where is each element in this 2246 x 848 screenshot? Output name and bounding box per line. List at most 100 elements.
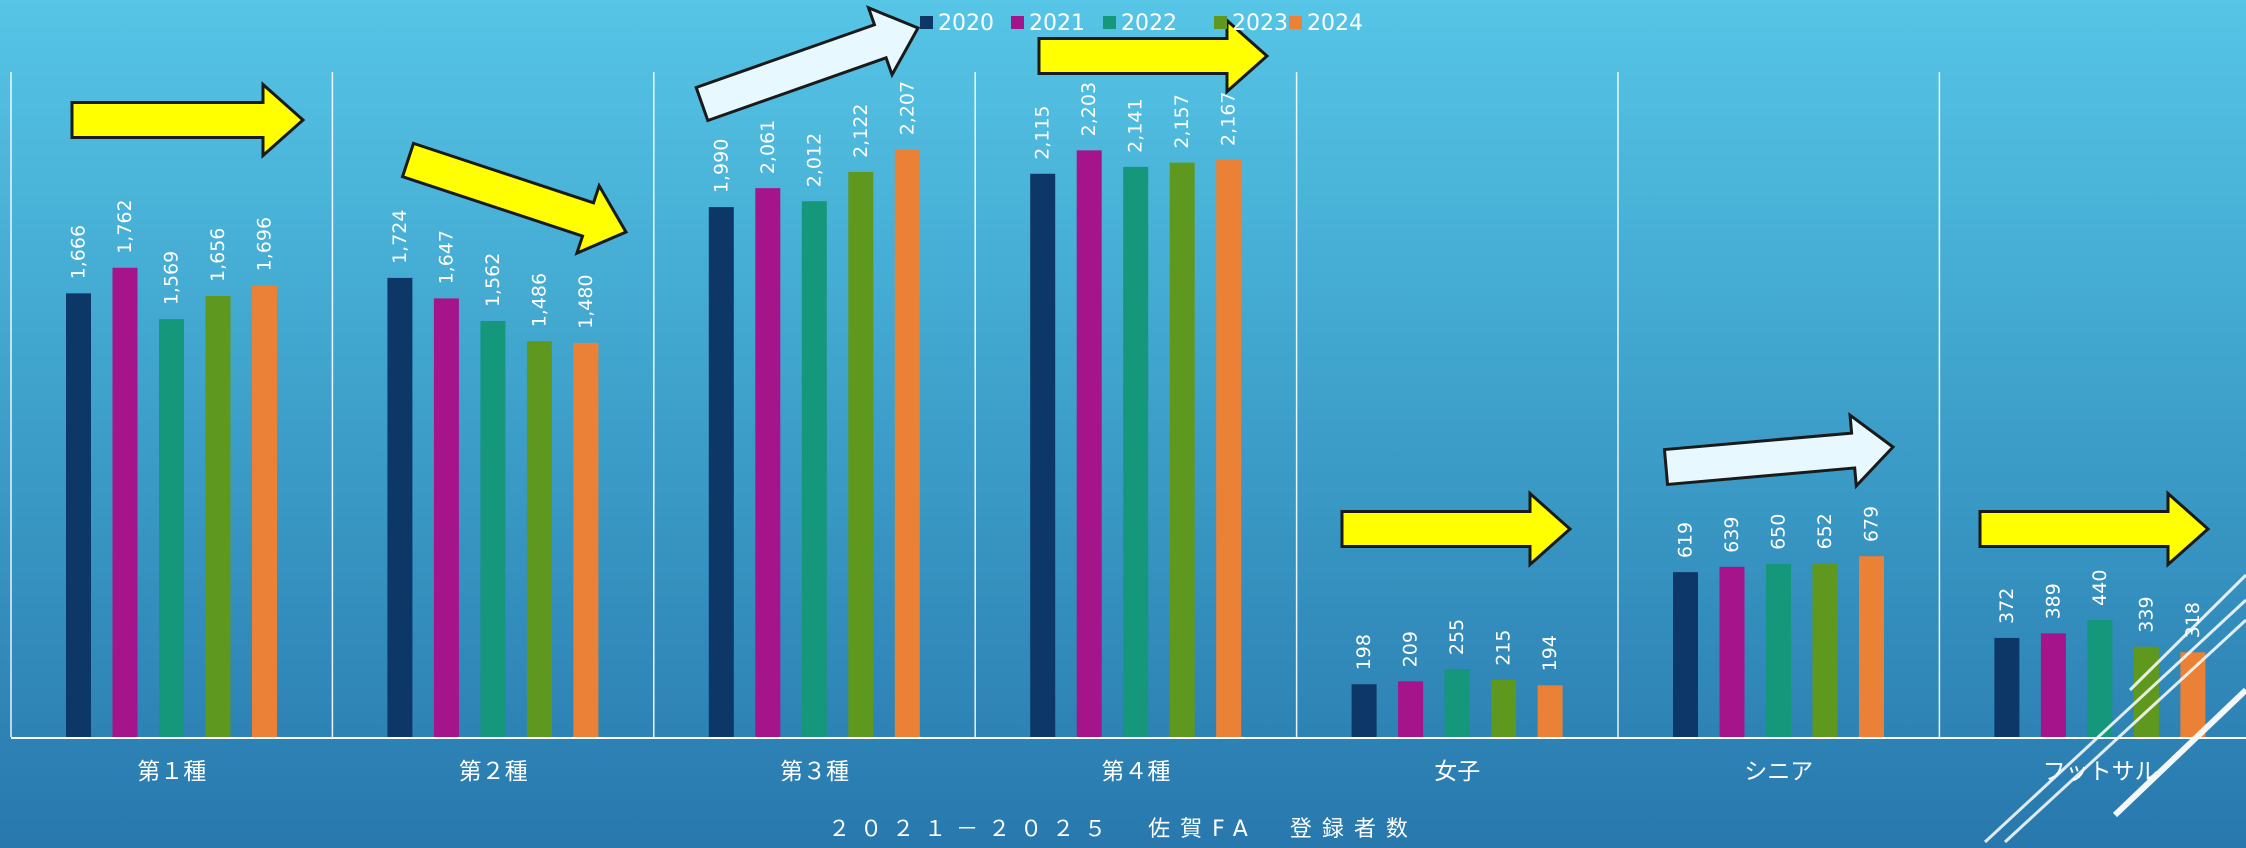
bar-2021 xyxy=(1076,150,1102,738)
bar-2020 xyxy=(66,293,91,737)
bar-2020 xyxy=(1994,637,2020,737)
value-label: 1,666 xyxy=(68,225,90,279)
bar-2021 xyxy=(433,298,459,737)
trend-arrow-up xyxy=(694,5,921,123)
bar-2021 xyxy=(2040,633,2066,737)
legend-swatch-2024 xyxy=(1289,16,1302,29)
legend-label-2022: 2022 xyxy=(1121,11,1177,36)
category-label: シニア xyxy=(1744,759,1813,785)
value-label: 2,157 xyxy=(1171,94,1193,148)
category-label: 女子 xyxy=(1434,759,1480,785)
bar-2023 xyxy=(205,296,231,737)
value-label: 209 xyxy=(1400,631,1422,667)
bar-2022 xyxy=(2087,619,2113,737)
legend-swatch-2023 xyxy=(1214,16,1227,29)
bar-2022 xyxy=(801,201,827,737)
trend-arrow-up xyxy=(1662,411,1896,490)
trend-arrow-down xyxy=(400,141,629,256)
value-label: 1,486 xyxy=(528,273,550,327)
trend-arrows xyxy=(70,5,2211,568)
category-label: 第１種 xyxy=(137,759,206,785)
value-label: 1,656 xyxy=(207,228,229,282)
bar-2020 xyxy=(708,207,734,738)
bar-2024 xyxy=(1216,159,1242,737)
bar-2024 xyxy=(573,342,599,737)
bar-2024 xyxy=(1859,556,1884,737)
bar-2023 xyxy=(848,171,874,738)
value-label: 2,141 xyxy=(1125,98,1147,152)
legend-label-2023: 2023 xyxy=(1232,11,1288,36)
category-labels: 第１種 第２種 第３種 第４種 女子 シニア フットサル xyxy=(137,759,2157,785)
value-label: 639 xyxy=(1721,517,1743,553)
legend-swatch-2021 xyxy=(1011,16,1024,29)
bar-2022 xyxy=(480,321,506,737)
value-label: 652 xyxy=(1814,513,1836,549)
value-label: 389 xyxy=(2042,583,2064,619)
value-label: 440 xyxy=(2089,570,2111,606)
value-label: 1,762 xyxy=(114,199,136,253)
grid-lines xyxy=(10,72,2246,739)
value-label: 215 xyxy=(1493,629,1515,665)
trend-arrow-flat xyxy=(1340,490,1573,568)
value-label: 1,990 xyxy=(710,139,732,193)
value-label: 1,480 xyxy=(575,274,597,328)
bar-2021 xyxy=(1398,681,1424,737)
bar-2024 xyxy=(2180,652,2206,737)
value-label: 1,696 xyxy=(254,217,276,271)
value-label: 339 xyxy=(2135,596,2157,632)
value-label: 2,207 xyxy=(896,81,918,135)
category-label: 第４種 xyxy=(1101,759,1170,785)
value-label: 2,012 xyxy=(803,133,825,187)
bar-2022 xyxy=(1444,669,1470,737)
bar-2021 xyxy=(112,267,138,737)
bar-2023 xyxy=(1812,563,1838,737)
value-label: 372 xyxy=(1996,588,2018,624)
trend-arrow-flat xyxy=(1037,17,1270,95)
bar-2024 xyxy=(1537,685,1563,737)
value-label: 318 xyxy=(2182,602,2204,638)
bar-2020 xyxy=(1351,684,1377,737)
bar-2021 xyxy=(1719,566,1745,737)
value-label: 2,115 xyxy=(1032,105,1054,159)
legend-label-2020: 2020 xyxy=(938,11,994,36)
category-label: 第３種 xyxy=(780,759,849,785)
value-label: 2,061 xyxy=(757,120,779,174)
value-label: 679 xyxy=(1861,506,1883,542)
value-label: 2,167 xyxy=(1218,92,1240,146)
value-label: 194 xyxy=(1539,635,1561,671)
bar-2021 xyxy=(755,188,781,737)
legend-label-2024: 2024 xyxy=(1307,11,1363,36)
value-label: 650 xyxy=(1768,514,1790,550)
bar-2022 xyxy=(1123,166,1149,738)
corner-decoration xyxy=(1983,573,2246,844)
x-axis-title: ２０２１－２０２５ 佐賀FA 登録者数 xyxy=(828,817,1418,842)
value-label: 2,122 xyxy=(850,104,872,158)
bar-2023 xyxy=(1491,679,1517,737)
value-label: 1,562 xyxy=(482,253,504,307)
legend-swatch-2020 xyxy=(920,16,933,29)
bar-2020 xyxy=(1673,572,1698,737)
bar-2024 xyxy=(894,149,920,738)
legend: 2020 2021 2022 2023 2024 xyxy=(920,11,1363,36)
bars xyxy=(66,149,2206,738)
bar-2022 xyxy=(1766,563,1791,737)
bar-2020 xyxy=(387,277,413,737)
bar-2023 xyxy=(526,341,552,737)
value-label: 255 xyxy=(1446,619,1468,655)
value-label: 1,724 xyxy=(389,209,411,263)
legend-label-2021: 2021 xyxy=(1029,11,1085,36)
bar-2020 xyxy=(1030,173,1056,737)
value-label: 1,647 xyxy=(435,230,457,284)
bar-2023 xyxy=(1169,162,1195,738)
value-label: 2,203 xyxy=(1078,82,1100,136)
legend-swatch-2022 xyxy=(1103,16,1116,29)
value-label: 1,569 xyxy=(161,251,183,305)
trend-arrow-flat xyxy=(70,81,306,159)
value-label: 619 xyxy=(1675,522,1697,558)
category-label: 第２種 xyxy=(459,759,528,785)
bar-2024 xyxy=(252,285,277,737)
value-label: 198 xyxy=(1353,634,1375,670)
bar-2022 xyxy=(159,319,184,737)
trend-arrow-flat xyxy=(1978,490,2211,568)
